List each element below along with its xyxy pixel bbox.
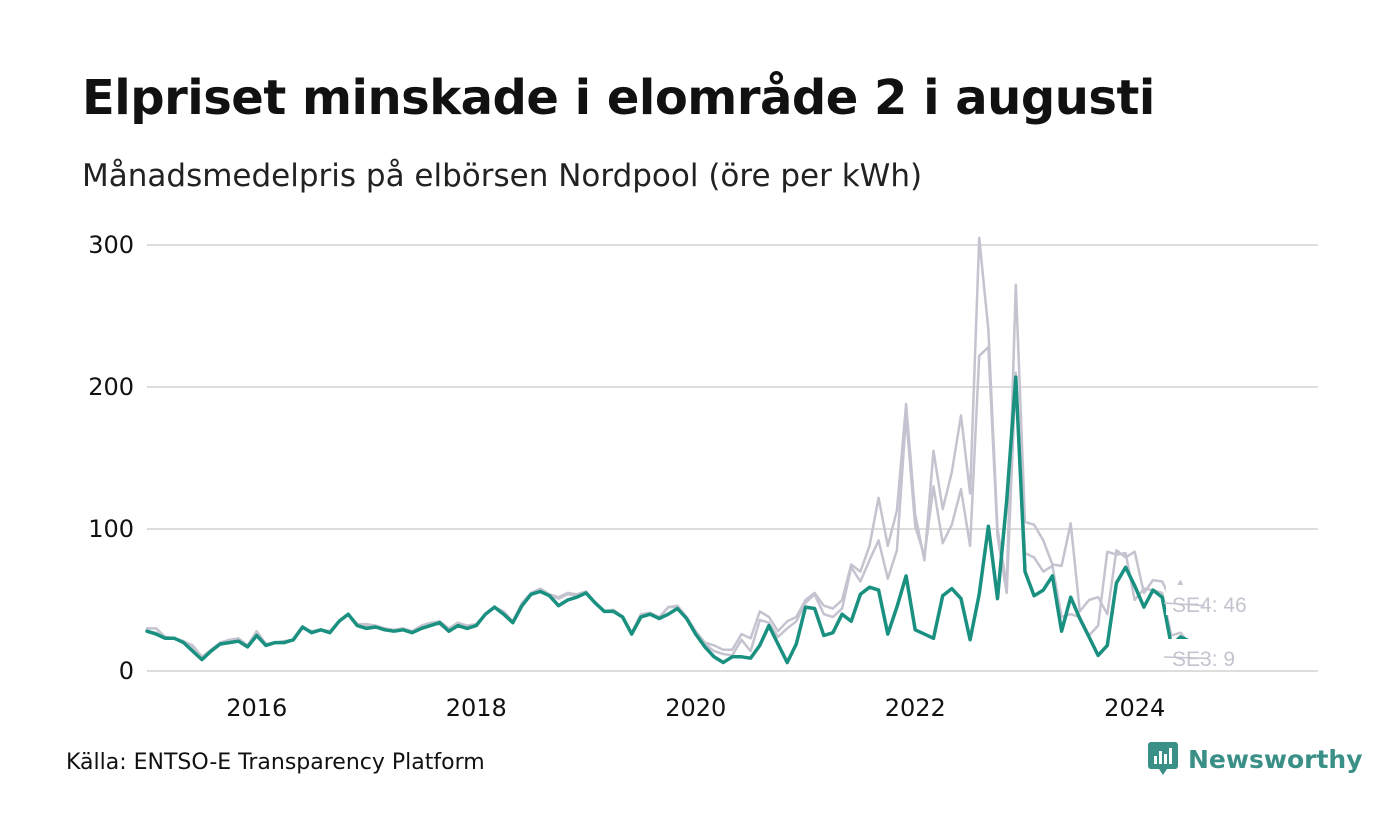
brand-logo[interactable]: Newsworthy <box>1148 742 1363 776</box>
newsworthy-logo-icon <box>1148 742 1178 775</box>
x-tick-label: 2018 <box>446 694 507 722</box>
end-label-bg <box>1166 639 1254 669</box>
end-label-se4: SE4: 46 <box>1172 594 1247 617</box>
end-label-se3: SE3: 9 <box>1172 648 1235 671</box>
chart-subtitle: Månadsmedelpris på elbörsen Nordpool (ör… <box>82 158 923 194</box>
y-tick-label: 100 <box>88 515 134 543</box>
x-tick-label: 2020 <box>665 694 726 722</box>
series-line-se4 <box>145 236 1200 659</box>
y-tick-label: 300 <box>88 231 134 259</box>
y-tick-label: 0 <box>119 657 134 685</box>
x-tick-label: 2024 <box>1104 694 1165 722</box>
end-label-leader <box>1163 602 1205 607</box>
y-tick-label: 200 <box>88 373 134 401</box>
x-tick-label: 2022 <box>885 694 946 722</box>
series-line-se2 <box>145 375 1201 665</box>
end-label-bg <box>1166 585 1254 615</box>
x-tick-label: 2016 <box>226 694 287 722</box>
brand-name: Newsworthy <box>1188 744 1363 774</box>
source-note: Källa: ENTSO-E Transparency Platform <box>66 750 485 775</box>
chart-title: Elpriset minskade i elområde 2 i augusti <box>82 70 1155 126</box>
end-label-leader <box>1163 656 1205 659</box>
